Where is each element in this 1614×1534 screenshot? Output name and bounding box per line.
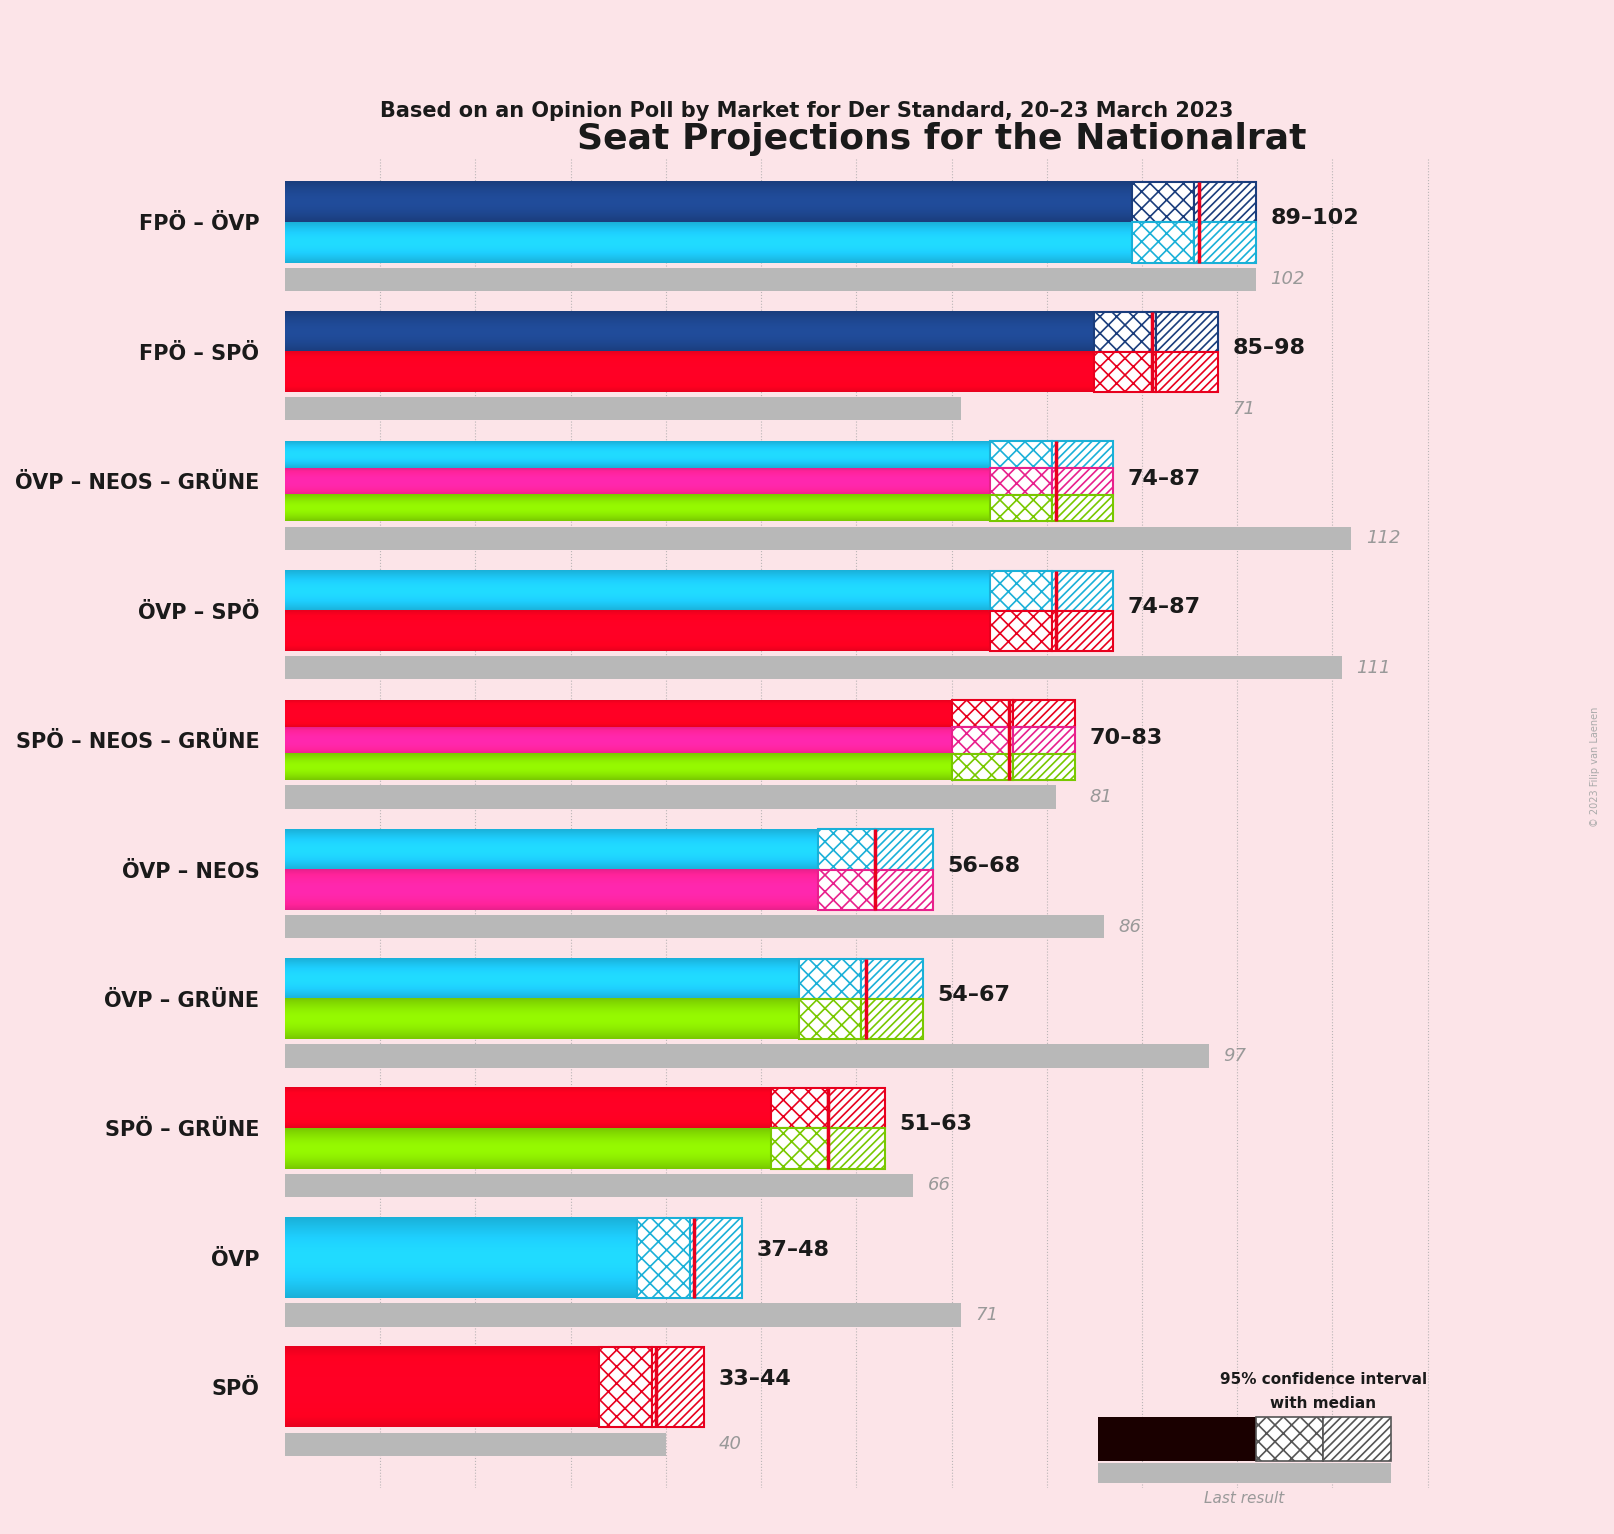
Text: 81: 81 <box>1089 788 1112 807</box>
Bar <box>1052 494 1114 522</box>
Bar <box>1098 1417 1256 1460</box>
Bar <box>599 1347 652 1428</box>
Bar <box>989 494 1052 522</box>
Bar <box>1094 311 1156 351</box>
Text: 102: 102 <box>1270 270 1306 288</box>
Bar <box>286 785 1056 808</box>
Text: 40: 40 <box>718 1436 741 1453</box>
Text: 112: 112 <box>1365 529 1401 548</box>
Bar <box>862 999 923 1039</box>
Bar <box>799 959 862 999</box>
Text: 86: 86 <box>1119 917 1141 936</box>
Bar <box>689 1218 742 1298</box>
Text: with median: with median <box>1270 1396 1377 1411</box>
Bar <box>1133 183 1194 222</box>
Bar <box>862 959 923 999</box>
Bar <box>286 526 1351 549</box>
Bar <box>286 914 1104 939</box>
Text: 85–98: 85–98 <box>1233 337 1306 357</box>
Text: 89–102: 89–102 <box>1270 209 1359 229</box>
Bar <box>1194 183 1256 222</box>
Bar <box>286 1045 1209 1068</box>
Bar <box>799 999 862 1039</box>
Text: 51–63: 51–63 <box>899 1115 972 1135</box>
Bar <box>1052 611 1114 650</box>
Text: 54–67: 54–67 <box>938 985 1010 1005</box>
Text: 37–48: 37–48 <box>757 1239 830 1259</box>
Bar <box>1014 753 1075 781</box>
Bar <box>770 1088 828 1129</box>
Bar <box>1194 222 1256 262</box>
Bar <box>1098 1463 1391 1482</box>
Bar <box>1014 700 1075 727</box>
Bar <box>828 1129 884 1169</box>
Bar <box>1014 727 1075 753</box>
Bar <box>638 1218 689 1298</box>
Bar <box>818 830 875 870</box>
Bar <box>286 1174 914 1197</box>
Bar <box>770 1129 828 1169</box>
Text: 95% confidence interval: 95% confidence interval <box>1220 1371 1427 1387</box>
Bar <box>875 870 933 910</box>
Text: 111: 111 <box>1356 658 1391 676</box>
Text: © 2023 Filip van Laenen: © 2023 Filip van Laenen <box>1590 707 1599 827</box>
Bar <box>952 753 1014 781</box>
Text: Last result: Last result <box>1204 1491 1285 1506</box>
Text: 71: 71 <box>975 1305 999 1324</box>
Bar <box>952 700 1014 727</box>
Text: Based on an Opinion Poll by Market for Der Standard, 20–23 March 2023: Based on an Opinion Poll by Market for D… <box>381 101 1233 121</box>
Bar <box>989 442 1052 468</box>
Bar <box>952 727 1014 753</box>
Text: 74–87: 74–87 <box>1128 468 1201 489</box>
Bar <box>1052 442 1114 468</box>
Bar <box>1156 351 1219 393</box>
Bar <box>286 657 1341 680</box>
Text: 70–83: 70–83 <box>1089 727 1162 747</box>
Bar <box>652 1347 704 1428</box>
Text: 33–44: 33–44 <box>718 1370 791 1390</box>
Bar <box>989 468 1052 494</box>
Bar <box>1052 468 1114 494</box>
Bar <box>1156 311 1219 351</box>
Text: 71: 71 <box>1233 400 1256 417</box>
Bar <box>1052 571 1114 611</box>
Bar <box>1323 1417 1391 1460</box>
Bar <box>286 268 1256 291</box>
Title: Seat Projections for the Nationalrat: Seat Projections for the Nationalrat <box>578 123 1307 156</box>
Bar <box>828 1088 884 1129</box>
Bar <box>989 571 1052 611</box>
Bar <box>286 1304 960 1327</box>
Bar <box>1133 222 1194 262</box>
Bar <box>818 870 875 910</box>
Text: 74–87: 74–87 <box>1128 597 1201 617</box>
Text: 56–68: 56–68 <box>947 856 1020 876</box>
Bar <box>1256 1417 1323 1460</box>
Bar <box>989 611 1052 650</box>
Bar <box>1094 351 1156 393</box>
Text: 66: 66 <box>928 1177 951 1195</box>
Text: 97: 97 <box>1223 1048 1246 1065</box>
Bar <box>875 830 933 870</box>
Bar <box>286 397 960 420</box>
Bar <box>286 1433 667 1456</box>
